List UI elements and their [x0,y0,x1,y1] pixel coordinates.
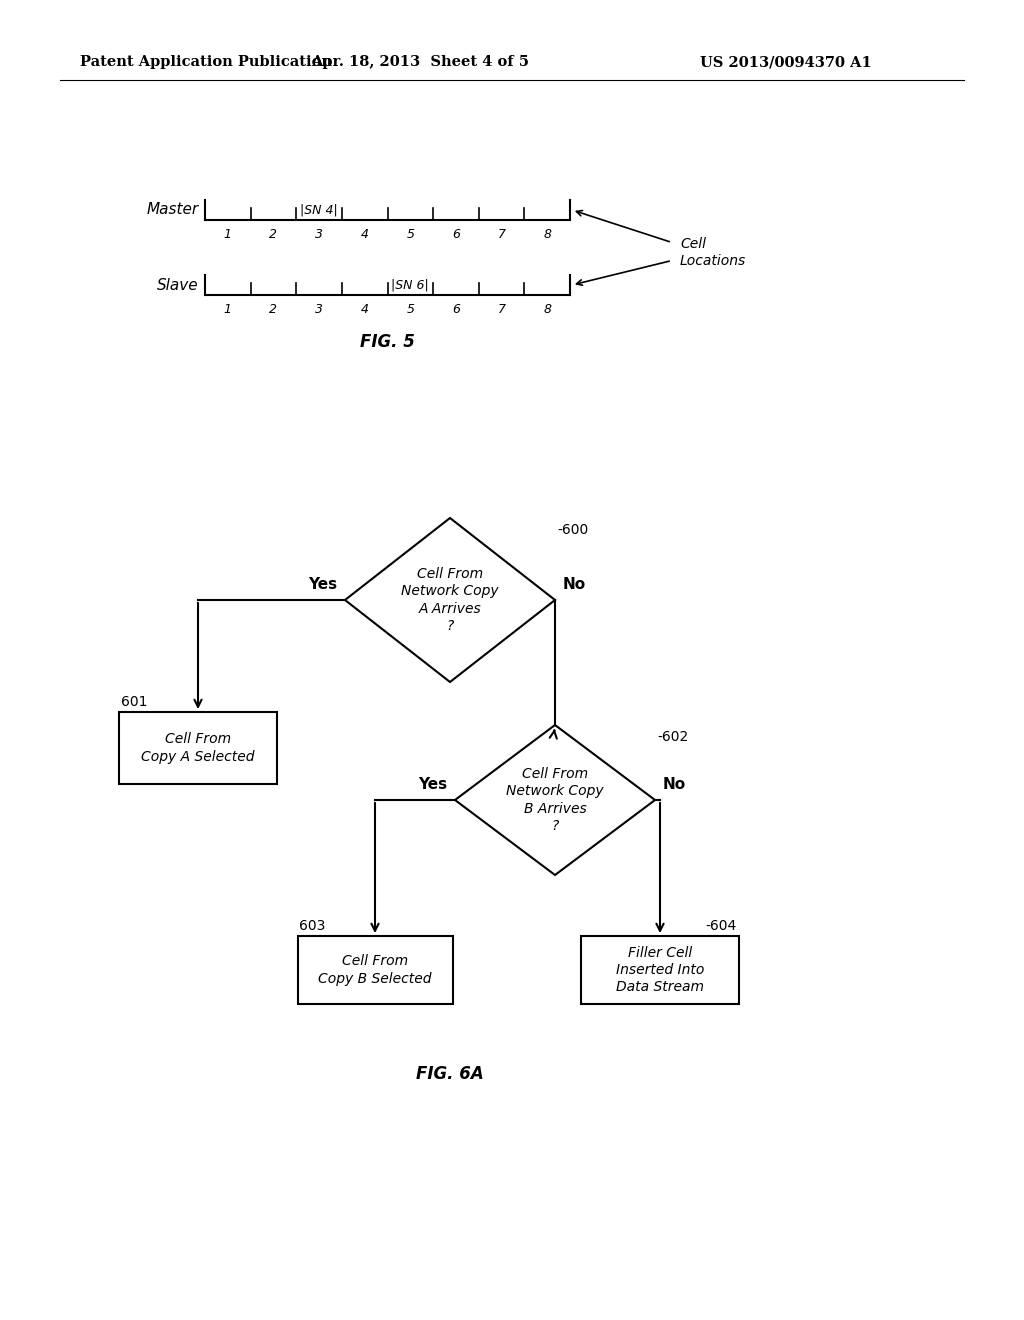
Text: 2: 2 [269,304,278,315]
Text: Apr. 18, 2013  Sheet 4 of 5: Apr. 18, 2013 Sheet 4 of 5 [311,55,529,69]
Text: 5: 5 [407,228,415,242]
Text: 601: 601 [121,696,147,709]
Text: 3: 3 [315,228,323,242]
Text: 7: 7 [498,304,506,315]
Text: No: No [563,577,586,591]
Text: 5: 5 [407,304,415,315]
Bar [119,711,278,784]
Text: No: No [663,777,686,792]
Text: 7: 7 [498,228,506,242]
Text: Cell From
Copy A Selected: Cell From Copy A Selected [141,733,255,764]
Text: 4: 4 [360,304,369,315]
Text: Cell From
Network Copy
B Arrives
?: Cell From Network Copy B Arrives ? [506,767,604,833]
Text: 6: 6 [452,304,460,315]
Text: Cell From
Network Copy
A Arrives
?: Cell From Network Copy A Arrives ? [401,568,499,634]
Text: Filler Cell
Inserted Into
Data Stream: Filler Cell Inserted Into Data Stream [615,945,705,994]
Text: Slave: Slave [158,277,199,293]
Text: Cell From
Copy B Selected: Cell From Copy B Selected [318,954,432,986]
Text: Yes: Yes [418,777,447,792]
Text: 1: 1 [224,228,231,242]
Text: -604: -604 [706,919,737,933]
Text: Patent Application Publication: Patent Application Publication [80,55,332,69]
Text: |SN 4|: |SN 4| [300,203,338,216]
Text: Cell
Locations: Cell Locations [680,238,746,268]
Text: 8: 8 [543,228,551,242]
Text: Master: Master [146,202,199,218]
Bar [298,936,453,1005]
Text: |SN 6|: |SN 6| [391,279,429,292]
Text: Yes: Yes [308,577,337,591]
Text: -600: -600 [557,523,588,537]
Text: US 2013/0094370 A1: US 2013/0094370 A1 [700,55,871,69]
Text: 6: 6 [452,228,460,242]
Text: -602: -602 [657,730,688,744]
Text: 4: 4 [360,228,369,242]
Text: FIG. 5: FIG. 5 [360,333,415,351]
Text: 1: 1 [224,304,231,315]
Bar [581,936,739,1005]
Text: 3: 3 [315,304,323,315]
Text: 8: 8 [543,304,551,315]
Text: 603: 603 [299,919,326,933]
Text: FIG. 6A: FIG. 6A [416,1065,484,1082]
Text: 2: 2 [269,228,278,242]
